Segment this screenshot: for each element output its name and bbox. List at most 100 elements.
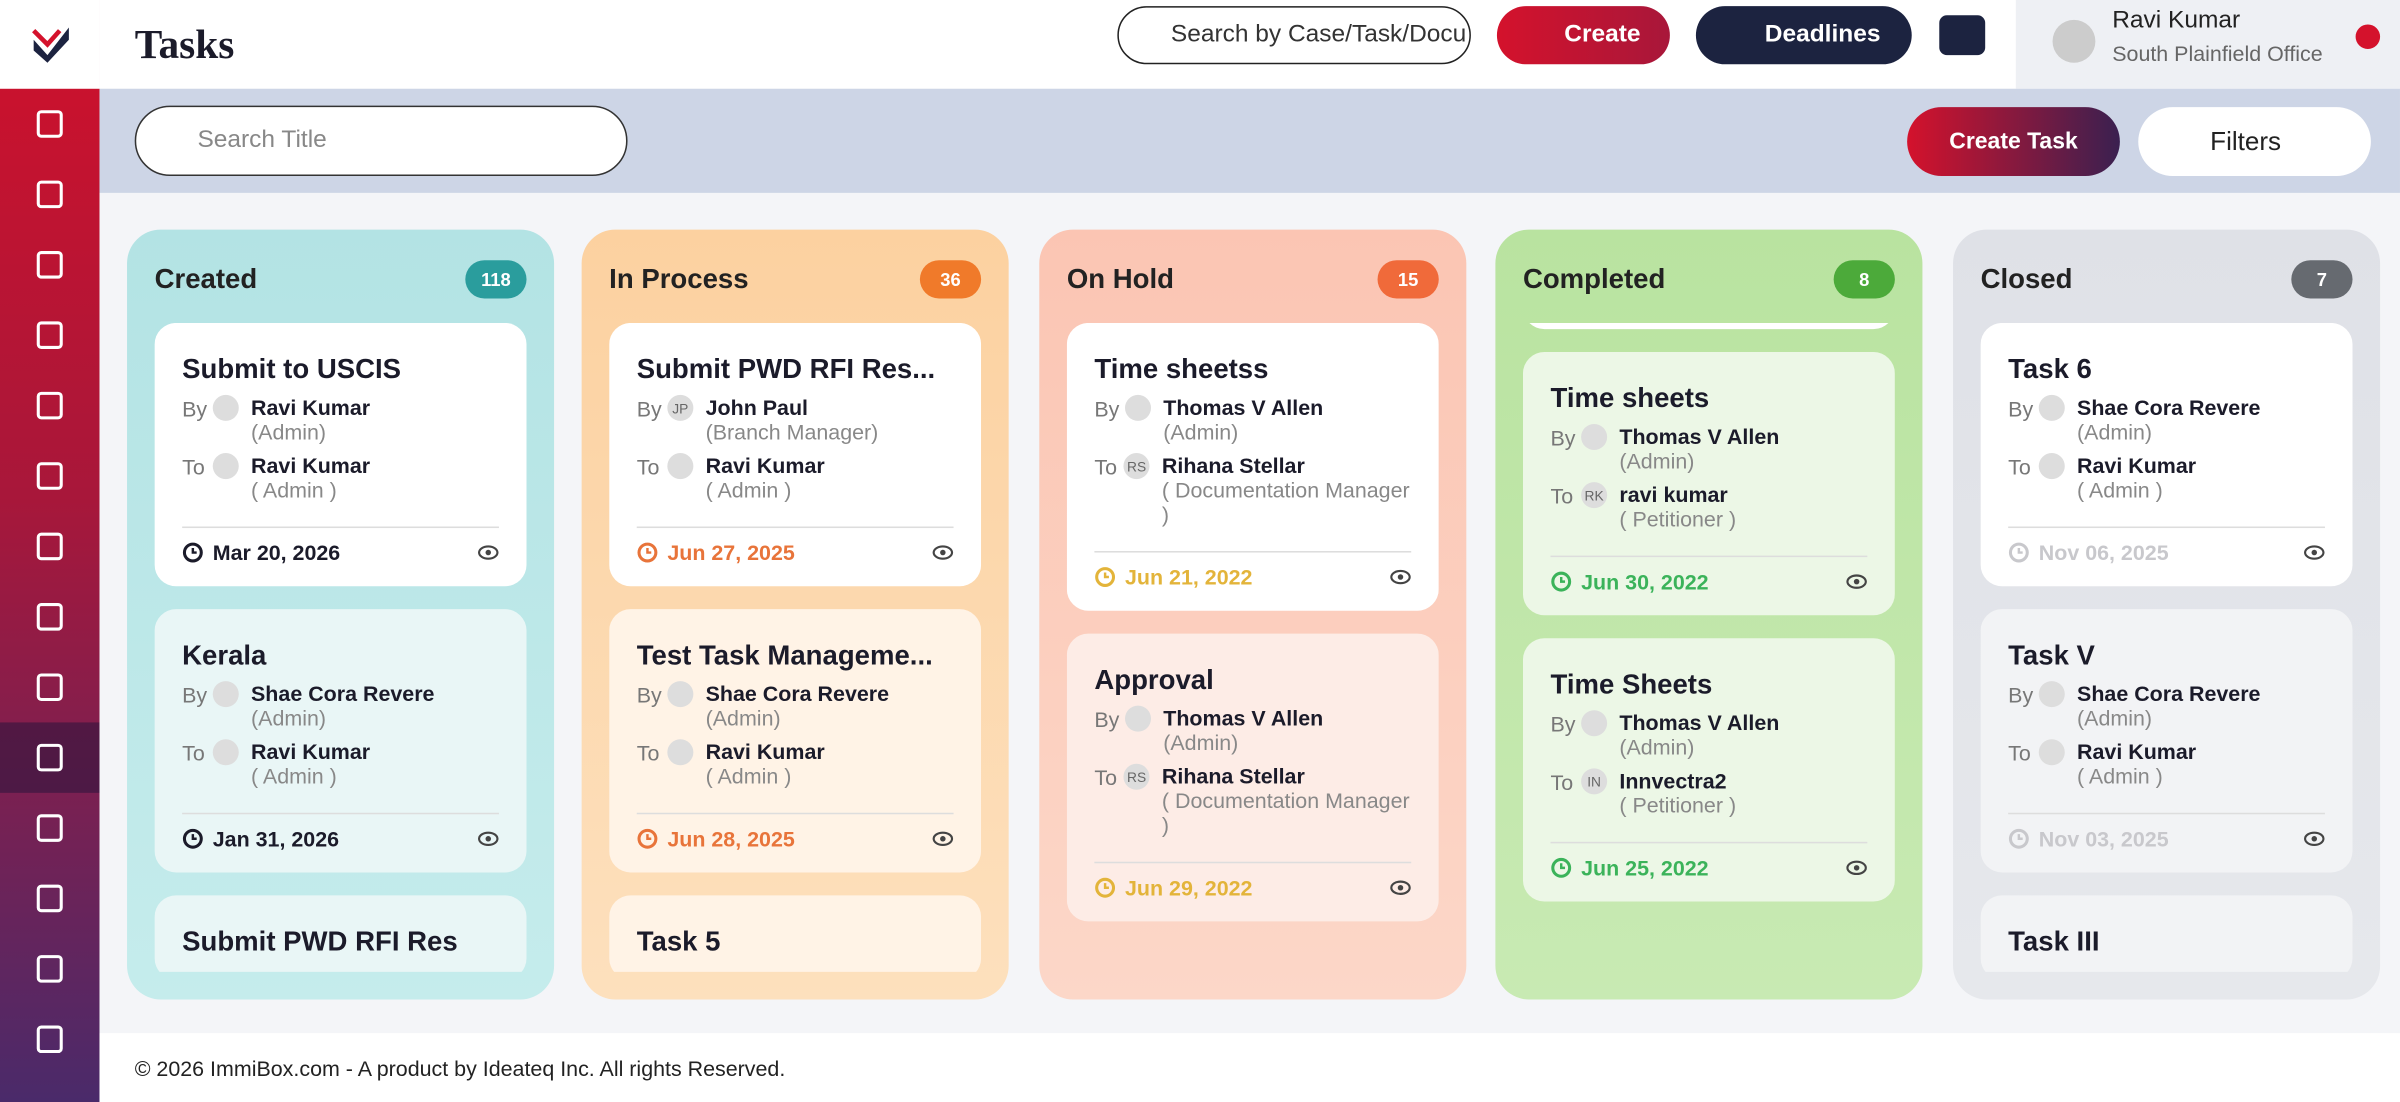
task-card[interactable]: Kerala By Shae Cora Revere (Admin) To Ravi Ku… [154, 609, 527, 873]
to-row: To Ravi Kumar( Admin ) [637, 453, 954, 502]
view-icon[interactable] [932, 831, 954, 846]
card-list: Submit to USCIS By Ravi Kumar (Admin) To Ravi… [154, 322, 527, 972]
due-date: Nov 03, 2025 [2008, 827, 2169, 851]
nav-icon[interactable] [0, 722, 100, 793]
task-card[interactable]: Time sheetss By Thomas V Allen (Admin) To RS R… [1066, 322, 1439, 611]
label: By [2008, 682, 2034, 708]
view-icon[interactable] [1390, 880, 1411, 895]
filters-button[interactable]: Filters [2138, 107, 2371, 177]
nav-icon[interactable] [0, 652, 99, 722]
count-badge: 15 [1377, 260, 1439, 299]
date-text: Jun 21, 2022 [1124, 564, 1253, 590]
nav-icon[interactable] [0, 863, 99, 933]
task-card[interactable]: Time Sheets By Thomas V Allen (Admin) To IN In… [1522, 638, 1895, 902]
user-menu[interactable]: Ravi Kumar South Plainfield Office [2015, 0, 2400, 89]
create-button[interactable]: Create [1496, 6, 1670, 65]
avatar [2038, 739, 2065, 766]
avatar [667, 681, 694, 708]
title-search[interactable]: Search Title [134, 105, 628, 177]
task-card[interactable]: Submit to USCIS By Ravi Kumar (Admin) To Ravi… [154, 322, 527, 587]
clock-icon [182, 542, 203, 563]
label: To [636, 454, 660, 480]
nav-icon[interactable] [0, 370, 99, 440]
person-role: (Admin) [1619, 734, 1695, 760]
nav-icon[interactable] [0, 230, 99, 300]
nav-icon[interactable] [0, 159, 99, 229]
label: By [1094, 396, 1120, 421]
nav-icon[interactable] [0, 793, 99, 863]
avatar [1581, 710, 1608, 737]
avatar [667, 739, 694, 766]
label: Filters [2210, 126, 2282, 156]
person-name: Ravi Kumar [251, 453, 371, 478]
clock-icon [182, 828, 203, 849]
to-row: To RK ravi kumar( Petitioner ) [1550, 482, 1867, 531]
view-icon[interactable] [2304, 545, 2325, 560]
person: Ravi Kumar( Admin ) [2077, 739, 2196, 788]
global-search[interactable]: Search by Case/Task/Docu [1117, 6, 1471, 65]
task-title: Kerala [182, 639, 267, 671]
task-card[interactable]: Submit PWD RFI Res [154, 895, 527, 972]
nav-icon[interactable] [0, 89, 99, 159]
task-card[interactable]: Test Task Manageme... By Shae Cora Revere(… [609, 609, 982, 873]
task-card[interactable]: Time sheets By Thomas V Allen (Admin) To RK ra… [1522, 352, 1895, 616]
task-title: Task 5 [636, 926, 721, 957]
person: Shae Cora Revere (Admin) [706, 681, 889, 730]
by-row: By Thomas V Allen (Admin) [1550, 710, 1867, 759]
messages-button[interactable] [1939, 15, 1986, 56]
nav-icon[interactable] [0, 300, 99, 370]
person: Thomas V Allen (Admin) [1619, 710, 1779, 759]
task-card[interactable]: Submit PWD RFI Res... By JP John Paul (Branc… [609, 322, 982, 587]
task-title: Time sheetss [1094, 353, 1269, 385]
person: Ravi Kumar( Admin ) [2077, 453, 2196, 502]
by-row: By Thomas V Allen (Admin) [1550, 423, 1867, 473]
task-card[interactable]: Task III [1980, 895, 2353, 972]
task-title: Task V [2008, 639, 2095, 671]
count-badge: 118 [465, 260, 527, 299]
person-role: (Admin) [705, 705, 781, 731]
person-name: Ravi Kumar [251, 739, 371, 764]
task-card[interactable]: Jun 30, 2022 [1522, 322, 1895, 330]
view-icon[interactable] [932, 545, 954, 560]
clock-icon [1551, 857, 1572, 878]
nav-icon[interactable] [0, 441, 99, 511]
view-icon[interactable] [1846, 860, 1867, 876]
card-list: Time sheetss By Thomas V Allen (Admin) To RS R… [1066, 322, 1439, 972]
person-role: (Admin) [251, 419, 327, 444]
nav-icon[interactable] [0, 511, 99, 581]
task-card[interactable]: Task 6 By Shae Cora Revere (Admin) To Ravi Ku… [1980, 322, 2353, 587]
nav-icon[interactable] [0, 1004, 99, 1074]
label: By [1550, 711, 1576, 737]
due-row: Jun 27, 2025 [636, 526, 954, 565]
nav-icon[interactable] [0, 582, 99, 652]
view-icon[interactable] [1390, 569, 1411, 585]
to-row: To Ravi Kumar( Admin ) [182, 739, 499, 788]
view-icon[interactable] [1846, 574, 1867, 589]
person-name: Thomas V Allen [1163, 705, 1324, 731]
task-card[interactable]: Task 5 [609, 895, 982, 972]
create-task-button[interactable]: Create Task [1907, 107, 2120, 177]
task-card[interactable]: Approval By Thomas V Allen (Admin) To RS Rihan… [1066, 633, 1439, 922]
nav-icon[interactable] [0, 934, 99, 1004]
view-icon[interactable] [478, 545, 499, 560]
by-row: By Thomas V Allen (Admin) [1094, 394, 1411, 444]
view-icon[interactable] [2304, 831, 2325, 846]
due-date: Jun 29, 2022 [1094, 876, 1252, 900]
deadlines-button[interactable]: Deadlines [1695, 6, 1912, 65]
task-card[interactable]: Task V By Shae Cora Revere (Admin) To Ravi Ku… [1980, 609, 2353, 873]
view-icon[interactable] [478, 831, 499, 846]
person-name: Shae Cora Revere [2077, 394, 2261, 420]
task-title: Time sheets [1550, 382, 1710, 414]
label: By [636, 396, 662, 421]
label: To [2008, 740, 2031, 766]
avatar: RS [1123, 453, 1150, 480]
clock-icon [2008, 828, 2029, 849]
avatar: RS [1123, 763, 1150, 790]
person-name: Ravi Kumar [2077, 453, 2197, 478]
due-row: Mar 20, 2026 [182, 526, 499, 565]
clock-icon [637, 542, 658, 563]
task-title: Task 6 [2008, 353, 2092, 385]
due-row: Jun 28, 2025 [636, 812, 954, 851]
due-date: Jun 27, 2025 [637, 540, 795, 565]
